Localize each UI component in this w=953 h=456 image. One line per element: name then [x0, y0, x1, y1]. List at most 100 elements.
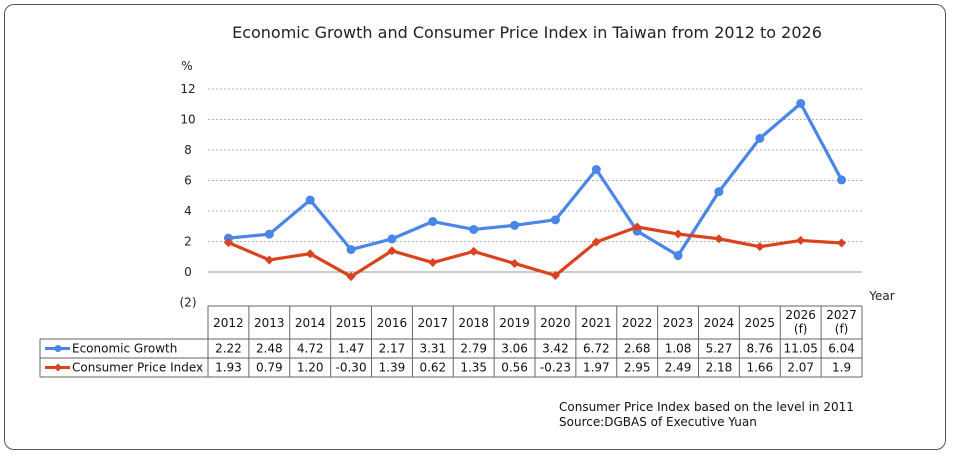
data-label: 2.07 [787, 361, 814, 375]
data-label: 2.18 [706, 361, 733, 375]
footnote: Consumer Price Index based on the level … [559, 400, 854, 414]
x-tick-label: 2025 [745, 316, 776, 330]
x-axis-label: Year [868, 289, 894, 303]
data-point [837, 175, 847, 185]
data-label: 4.72 [297, 342, 324, 356]
y-tick-label: 8 [184, 143, 192, 157]
legend-marker [54, 363, 62, 372]
data-point [755, 133, 765, 143]
data-label: 1.35 [460, 361, 487, 375]
data-label: 11.05 [784, 342, 818, 356]
y-tick-label: 2 [184, 235, 192, 249]
x-tick-label: (f) [794, 322, 808, 336]
data-point [714, 234, 724, 244]
data-point [428, 258, 438, 268]
data-point [264, 255, 274, 265]
data-point [346, 272, 356, 282]
chart-title: Economic Growth and Consumer Price Index… [232, 23, 822, 42]
data-label: 0.62 [419, 361, 446, 375]
data-label: 2.95 [624, 361, 651, 375]
y-tick-label: 12 [180, 82, 195, 96]
data-label: 1.39 [379, 361, 406, 375]
data-label: 1.97 [583, 361, 610, 375]
y-tick-label: 10 [180, 113, 195, 127]
source-note: Source:DGBAS of Executive Yuan [559, 415, 757, 429]
data-point [673, 251, 683, 261]
data-label: 1.47 [338, 342, 365, 356]
data-point [223, 238, 233, 248]
data-point [632, 222, 642, 232]
data-label: 1.9 [832, 361, 851, 375]
data-label: 3.06 [501, 342, 528, 356]
x-tick-label: 2022 [622, 316, 653, 330]
x-tick-label: 2023 [663, 316, 694, 330]
x-tick-label: 2014 [295, 316, 326, 330]
data-point [469, 224, 479, 234]
data-point [796, 235, 806, 245]
data-point [837, 238, 847, 248]
y-tick-label: 6 [184, 174, 192, 188]
data-point [387, 246, 397, 256]
data-label: 3.42 [542, 342, 569, 356]
x-tick-label: 2016 [377, 316, 408, 330]
data-point [673, 229, 683, 239]
data-label: 5.27 [706, 342, 733, 356]
x-tick-label: 2024 [704, 316, 735, 330]
x-tick-label: 2018 [458, 316, 489, 330]
x-tick-label: 2020 [540, 316, 571, 330]
x-tick-label: 2012 [213, 316, 244, 330]
legend-marker [54, 345, 62, 352]
data-label: 6.72 [583, 342, 610, 356]
data-label: 3.31 [419, 342, 446, 356]
data-point [510, 258, 520, 268]
data-label: 2.68 [624, 342, 651, 356]
data-point [591, 237, 601, 247]
data-point [346, 245, 356, 255]
y-tick-label: 0 [184, 265, 192, 279]
x-tick-label: 2026 [785, 308, 816, 322]
data-label: 8.76 [746, 342, 773, 356]
data-point [305, 195, 315, 205]
data-point [264, 229, 274, 239]
data-label: 0.79 [256, 361, 283, 375]
data-point [550, 271, 560, 281]
y-tick-label: 4 [184, 204, 192, 218]
data-label: 1.08 [665, 342, 692, 356]
x-tick-label: 2027 [826, 308, 857, 322]
x-tick-label: 2015 [336, 316, 367, 330]
data-label: 2.48 [256, 342, 283, 356]
data-point [714, 187, 724, 197]
data-point [796, 98, 806, 108]
data-label: 1.20 [297, 361, 324, 375]
data-label: 1.93 [215, 361, 242, 375]
data-point [510, 220, 520, 230]
x-tick-label: 2017 [418, 316, 449, 330]
data-label: 1.66 [746, 361, 773, 375]
data-point [469, 246, 479, 256]
x-tick-label: 2019 [499, 316, 530, 330]
data-label: -0.30 [336, 361, 367, 375]
data-point [591, 165, 601, 175]
y-axis-unit-label: % [181, 59, 192, 73]
series-line-1 [228, 101, 843, 258]
data-label: 2.22 [215, 342, 242, 356]
x-tick-label: 2021 [581, 316, 612, 330]
x-tick-label: 2013 [254, 316, 285, 330]
data-point [305, 249, 315, 259]
series-line-2 [227, 225, 842, 279]
y-tick-label: (2) [180, 296, 197, 310]
data-label: -0.23 [540, 361, 571, 375]
data-point [428, 217, 438, 227]
data-point [387, 234, 397, 244]
legend-label-1: Economic Growth [72, 342, 177, 356]
data-point [755, 242, 765, 252]
data-label: 2.17 [379, 342, 406, 356]
data-label: 6.04 [828, 342, 855, 356]
data-label: 2.49 [665, 361, 692, 375]
data-point [550, 215, 560, 225]
data-label: 2.79 [460, 342, 487, 356]
data-label: 0.56 [501, 361, 528, 375]
x-tick-label: (f) [835, 322, 849, 336]
legend-label-2: Consumer Price Index [72, 361, 203, 375]
